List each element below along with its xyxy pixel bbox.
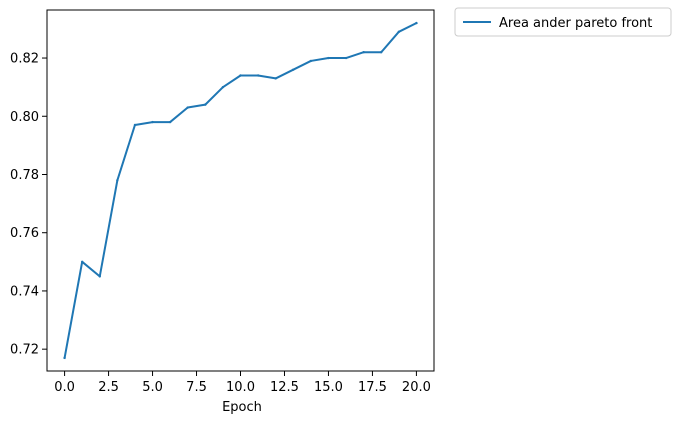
data-point: [221, 85, 225, 89]
y-tick-label: 0.82: [10, 52, 39, 67]
data-point: [380, 51, 383, 54]
x-tick-label: 17.5: [358, 380, 387, 395]
data-point: [80, 260, 84, 264]
legend-box: [454, 7, 672, 37]
x-tick-label: 20.0: [402, 380, 431, 395]
x-tick-label: 10.0: [226, 380, 255, 395]
y-tick-label: 0.78: [10, 168, 39, 183]
y-tick-label: 0.80: [10, 110, 39, 125]
data-point: [151, 120, 154, 124]
x-tick-label: 12.5: [270, 380, 299, 395]
data-point: [116, 179, 119, 182]
data-point: [362, 51, 365, 54]
x-tick-label: 0.0: [54, 380, 75, 395]
data-point: [415, 21, 418, 25]
x-tick-label: 15.0: [314, 380, 343, 395]
x-axis-ticks: 0.0 2.5 5.0 7.5 10.0 12.5 15.0 17.5 20.0: [54, 371, 431, 395]
data-point: [133, 123, 137, 127]
data-point: [98, 275, 101, 278]
y-tick-label: 0.74: [10, 284, 39, 299]
data-point: [239, 74, 242, 77]
data-point: [344, 56, 348, 60]
data-point: [204, 103, 207, 106]
data-point: [397, 30, 401, 34]
x-tick-label: 2.5: [98, 380, 119, 395]
plot-content: [63, 21, 418, 360]
data-point: [327, 56, 330, 60]
data-point: [168, 120, 172, 124]
legend-series-label: Area ander pareto front: [499, 16, 652, 31]
data-point: [309, 59, 313, 63]
y-axis-ticks: 0.72 0.74 0.76 0.78 0.80 0.82: [10, 52, 47, 358]
data-point: [63, 356, 66, 360]
x-tick-label: 5.0: [142, 380, 163, 395]
y-tick-label: 0.72: [10, 343, 39, 358]
x-tick-label: 7.5: [186, 380, 207, 395]
data-point: [256, 74, 260, 77]
data-point: [274, 77, 277, 80]
data-point: [186, 106, 189, 109]
y-tick-label: 0.76: [10, 226, 39, 241]
legend: Area ander pareto front: [454, 7, 672, 37]
data-point: [292, 68, 295, 71]
x-axis-label: Epoch: [222, 400, 262, 415]
